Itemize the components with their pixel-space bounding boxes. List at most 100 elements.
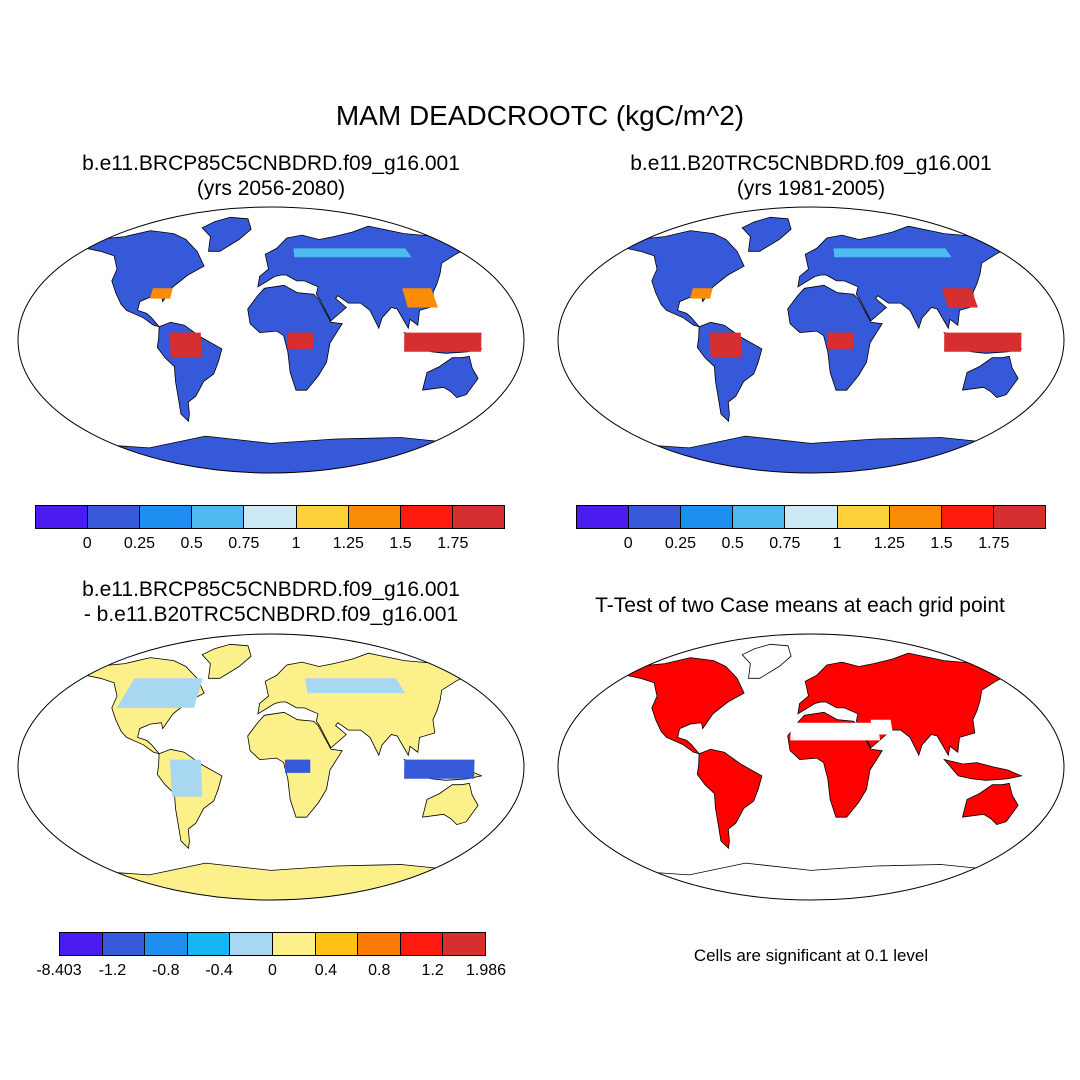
colorbar-tick-label: 0 [623,535,633,552]
map-panel-3 [17,633,525,901]
panel-1-title: b.e11.BRCP85C5CNBDRD.f09_g16.001 (yrs 20… [20,151,522,201]
field-patch [790,722,880,741]
colorbar-box [889,506,942,528]
colorbar-box [272,933,316,955]
map-panel-1 [17,206,525,474]
landmass-australia [961,782,1019,826]
colorbar-tick-label: 0.75 [769,535,801,552]
figure-title: MAM DEADCROOTC (kgC/m^2) [335,100,745,131]
colorbar-box [187,933,231,955]
panel-3-case-a: b.e11.BRCP85C5CNBDRD.f09_g16.001 [82,578,460,601]
map-border [17,633,525,901]
colorbar-tick-label: -0.8 [151,962,180,979]
colorbar-tick-label: 1.2 [421,962,444,979]
landmass-australia [961,355,1019,399]
field-patch [285,759,311,773]
colorbar-box [837,506,890,528]
landmass-greenland [741,643,792,679]
colorbar-box [358,933,401,955]
colorbar-tick-label: 0.25 [664,535,697,552]
colorbar-box [36,506,89,528]
field-patch [402,288,438,308]
colorbar-tick-label: -8.403 [36,962,82,979]
field-patch [305,678,405,694]
landmass-antarctica [621,862,1001,900]
landmass-antarctica [621,435,1001,473]
colorbar-panel-1-ticks: 0 0.25 0.5 0.75 1 1.25 1.5 1.75 [35,535,505,557]
colorbar-tick-label: -1.2 [98,962,127,979]
field-patch [689,288,713,299]
landmass-antarctica [81,862,461,900]
colorbar-box [577,506,630,528]
colorbar-tick-label: 1.5 [389,535,412,552]
landmass-australia [421,782,479,826]
colorbar-box [315,933,359,955]
landmass-indonesia [943,758,1023,781]
field-patch [169,759,203,797]
colorbar-panel-2 [576,505,1046,529]
colorbar-box [629,506,682,528]
landmass-australia [421,355,479,399]
significance-note: Cells are significant at 0.1 level [693,946,929,965]
panel-2-years: (yrs 1981-2005) [736,177,886,200]
panel-1-case-name: b.e11.BRCP85C5CNBDRD.f09_g16.001 [82,152,460,175]
panel-4-title: T-Test of two Case means at each grid po… [595,594,1005,617]
field-patch [404,759,475,779]
colorbar-tick-label: 0.4 [314,962,337,979]
colorbar-panel-3 [59,932,486,956]
colorbar-box [400,933,444,955]
colorbar-box [102,933,146,955]
landmass-greenland [201,216,252,252]
landmass-greenland [201,643,252,679]
colorbar-tick-label: 0.5 [180,535,203,552]
field-patch [293,248,412,258]
colorbar-box [88,506,141,528]
colorbar-tick-label: 1.25 [873,535,905,552]
colorbar-tick-label: 0.75 [228,535,260,552]
panel-2-case-name: b.e11.B20TRC5CNBDRD.f09_g16.001 [630,152,992,175]
colorbar-box [140,506,193,528]
colorbar-tick-label: -0.4 [205,962,233,979]
colorbar-box [681,506,734,528]
field-patch [870,719,894,735]
colorbar-tick-label: 1.986 [465,962,507,979]
colorbar-box [348,506,401,528]
landmass-samerica [696,748,763,850]
colorbar-tick-label: 0.25 [123,535,156,552]
colorbar-panel-1 [35,505,505,529]
landmass-eurasia [797,652,1008,757]
colorbar-box [400,506,453,528]
field-patch [169,332,202,358]
map-panel-2 [557,206,1065,474]
colorbar-panel-2-ticks: 0 0.25 0.5 0.75 1 1.25 1.5 1.75 [576,535,1046,557]
colorbar-box [296,506,349,528]
map-border [557,206,1065,474]
map-border [557,633,1065,901]
colorbar-box [192,506,245,528]
colorbar-box [941,506,994,528]
colorbar-panel-3-ticks: -8.403 -1.2 -0.8 -0.4 0 0.4 0.8 1.2 1.986 [36,962,506,984]
colorbar-box [733,506,786,528]
panel-3-case-b: - b.e11.B20TRC5CNBDRD.f09_g16.001 [83,603,459,626]
field-patch [827,332,854,349]
colorbar-box [452,506,504,528]
field-patch [116,678,203,708]
colorbar-tick-label: 0 [268,962,277,979]
colorbar-box [785,506,838,528]
colorbar-tick-label: 1.75 [437,535,469,552]
colorbar-tick-label: 0.8 [368,962,391,979]
map-border [17,206,525,474]
colorbar-box [60,933,103,955]
field-patch [833,248,952,258]
colorbar-tick-label: 1 [832,535,842,552]
colorbar-box [443,933,485,955]
panel-1-years: (yrs 2056-2080) [196,177,346,200]
field-patch [709,332,742,358]
landmass-namerica [625,230,745,328]
colorbar-box [244,506,297,528]
field-patch [942,288,978,308]
colorbar-box [230,933,273,955]
field-patch [944,332,1022,352]
colorbar-box [145,933,188,955]
panel-2-title: b.e11.B20TRC5CNBDRD.f09_g16.001 (yrs 198… [560,151,1062,201]
